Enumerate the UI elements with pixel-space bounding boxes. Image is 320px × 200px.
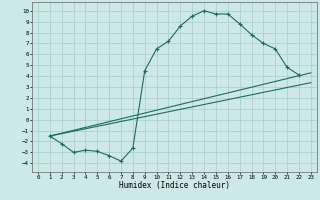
X-axis label: Humidex (Indice chaleur): Humidex (Indice chaleur) bbox=[119, 181, 230, 190]
